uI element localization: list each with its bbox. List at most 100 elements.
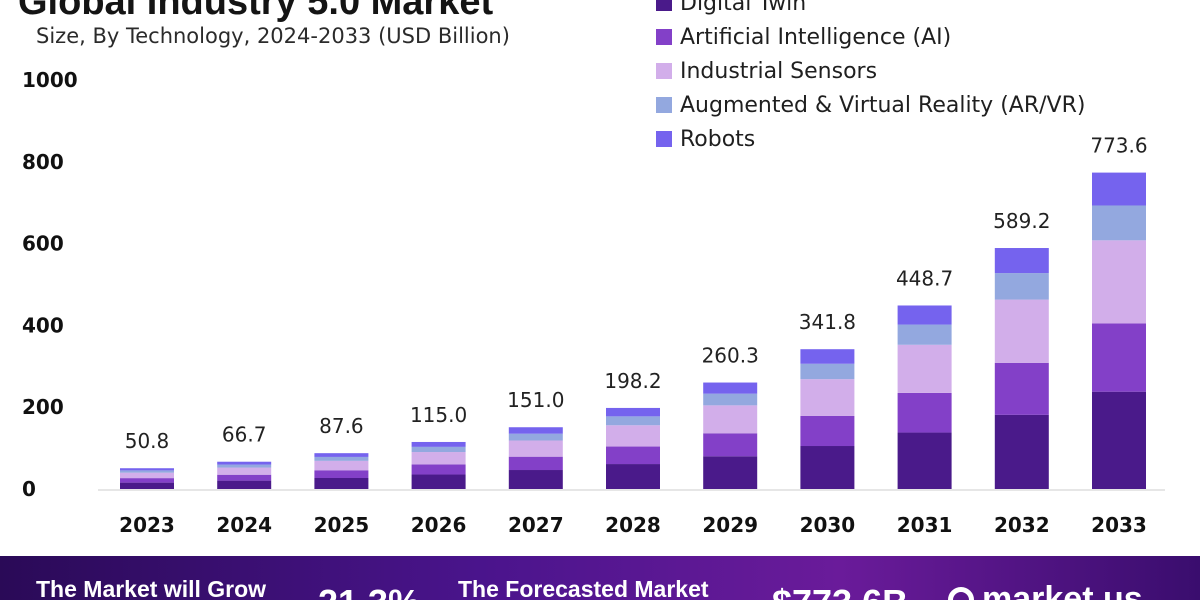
brand-logo: market.us (948, 580, 1143, 600)
bar-segment (994, 299, 1049, 363)
bar-segment (217, 464, 272, 468)
x-tick-label: 2023 (119, 513, 175, 537)
y-tick-label: 600 (22, 232, 64, 256)
y-tick-label: 1000 (22, 68, 78, 92)
x-tick-label: 2033 (1091, 513, 1147, 537)
bar-segment (217, 480, 272, 489)
bar-total-label: 151.0 (507, 388, 564, 412)
bar-segment (606, 446, 660, 465)
legend-item: Digital Twin (656, 0, 1085, 20)
forecast-text: The Forecasted Market (458, 576, 709, 600)
bar-total-label: 341.8 (799, 310, 856, 334)
legend-swatch (656, 0, 672, 11)
bar-segment (314, 453, 369, 457)
bar-segment (120, 470, 174, 473)
bar-segment (1092, 172, 1146, 206)
legend-item: Augmented & Virtual Reality (AR/VR) (656, 88, 1085, 122)
bar-segment (314, 477, 369, 489)
bar-segment (508, 433, 563, 441)
bar-segment (411, 446, 466, 453)
bar-total-label: 115.0 (410, 403, 467, 427)
legend-item: Industrial Sensors (656, 54, 1085, 88)
bar-segment (508, 456, 563, 471)
legend-swatch (656, 97, 672, 113)
bar-segment (994, 414, 1049, 489)
bar-segment (1092, 391, 1146, 489)
bar-total-label: 589.2 (993, 209, 1050, 233)
bar-segment (411, 441, 466, 447)
bar-segment (994, 248, 1049, 274)
bar-total-label: 87.6 (319, 414, 364, 438)
bar-segment (800, 349, 855, 364)
stacked-bar-chart: 0 200 400 600 800 1000 50.8 2023 66.7 2024 87.6 202… (22, 68, 1165, 537)
bar-segment (120, 472, 174, 479)
bar-segment (1092, 205, 1146, 241)
bar-segment (120, 482, 174, 489)
bar-segment (411, 452, 466, 465)
bar-segment (703, 393, 758, 406)
bar-segment (897, 344, 952, 393)
y-tick-label: 800 (22, 150, 64, 174)
y-tick-label: 0 (22, 477, 36, 501)
bar-segment (800, 379, 855, 416)
bar-segment (314, 460, 369, 471)
bar-segment (606, 416, 660, 426)
bar-segment (994, 273, 1049, 300)
bar-segment (800, 363, 855, 380)
bar-segment (897, 432, 952, 489)
legend-label: Augmented & Virtual Reality (AR/VR) (680, 92, 1086, 118)
bar-total-label: 773.6 (1090, 134, 1147, 158)
bar-segment (508, 440, 563, 457)
bar-segment (411, 474, 466, 489)
bar-segment (703, 456, 758, 489)
legend-swatch (656, 63, 672, 79)
legend-label: Digital Twin (680, 0, 807, 16)
legend-item: Robots (656, 122, 1085, 156)
bar-segment (800, 446, 855, 489)
bar-segment (606, 407, 660, 417)
bar-segment (508, 427, 563, 434)
bar-segment (703, 433, 758, 457)
chart-title: Global Industry 5.0 Market (18, 0, 494, 23)
bar-total-label: 448.7 (896, 266, 953, 290)
footer-banner: The Market will Grow 21.3% The Forecaste… (0, 556, 1200, 600)
bar-segment (314, 456, 369, 461)
y-tick-label: 400 (22, 313, 64, 337)
bar-segment (120, 468, 174, 471)
bar-segment (606, 464, 660, 489)
bar-total-label: 66.7 (222, 423, 267, 447)
bar-segment (800, 415, 855, 447)
y-tick-label: 200 (22, 395, 64, 419)
bar-total-label: 50.8 (125, 429, 170, 453)
bar-segment (314, 470, 369, 478)
chart-subtitle: Size, By Technology, 2024-2033 (USD Bill… (36, 24, 510, 48)
bar-total-label: 260.3 (702, 344, 759, 368)
legend-label: Industrial Sensors (680, 58, 878, 84)
x-tick-label: 2028 (605, 513, 661, 537)
x-tick-label: 2031 (897, 513, 953, 537)
bar-segment (1092, 323, 1146, 392)
x-tick-label: 2026 (411, 513, 467, 537)
bar-segment (703, 405, 758, 434)
legend-swatch (656, 29, 672, 45)
growth-text: The Market will Grow (36, 576, 267, 600)
bar-segment (217, 467, 272, 475)
bar-segment (994, 362, 1049, 415)
bar-segment (411, 464, 466, 475)
legend-item: Artificial Intelligence (AI) (656, 20, 1085, 54)
x-tick-label: 2029 (702, 513, 758, 537)
x-tick-label: 2025 (314, 513, 370, 537)
bar-segment (897, 392, 952, 433)
bar-segment (1092, 240, 1146, 324)
bar-segment (703, 382, 758, 394)
bar-segment (120, 478, 174, 483)
x-tick-label: 2030 (800, 513, 856, 537)
bar-segment (217, 474, 272, 481)
growth-value: 21.3% (318, 582, 420, 600)
chart-legend: Digital Twin Artificial Intelligence (AI)… (656, 0, 1085, 156)
bar-total-label: 198.2 (604, 369, 661, 393)
x-tick-label: 2032 (994, 513, 1050, 537)
bar-segment (897, 324, 952, 345)
bar-segment (897, 305, 952, 325)
bar-segment (606, 425, 660, 447)
